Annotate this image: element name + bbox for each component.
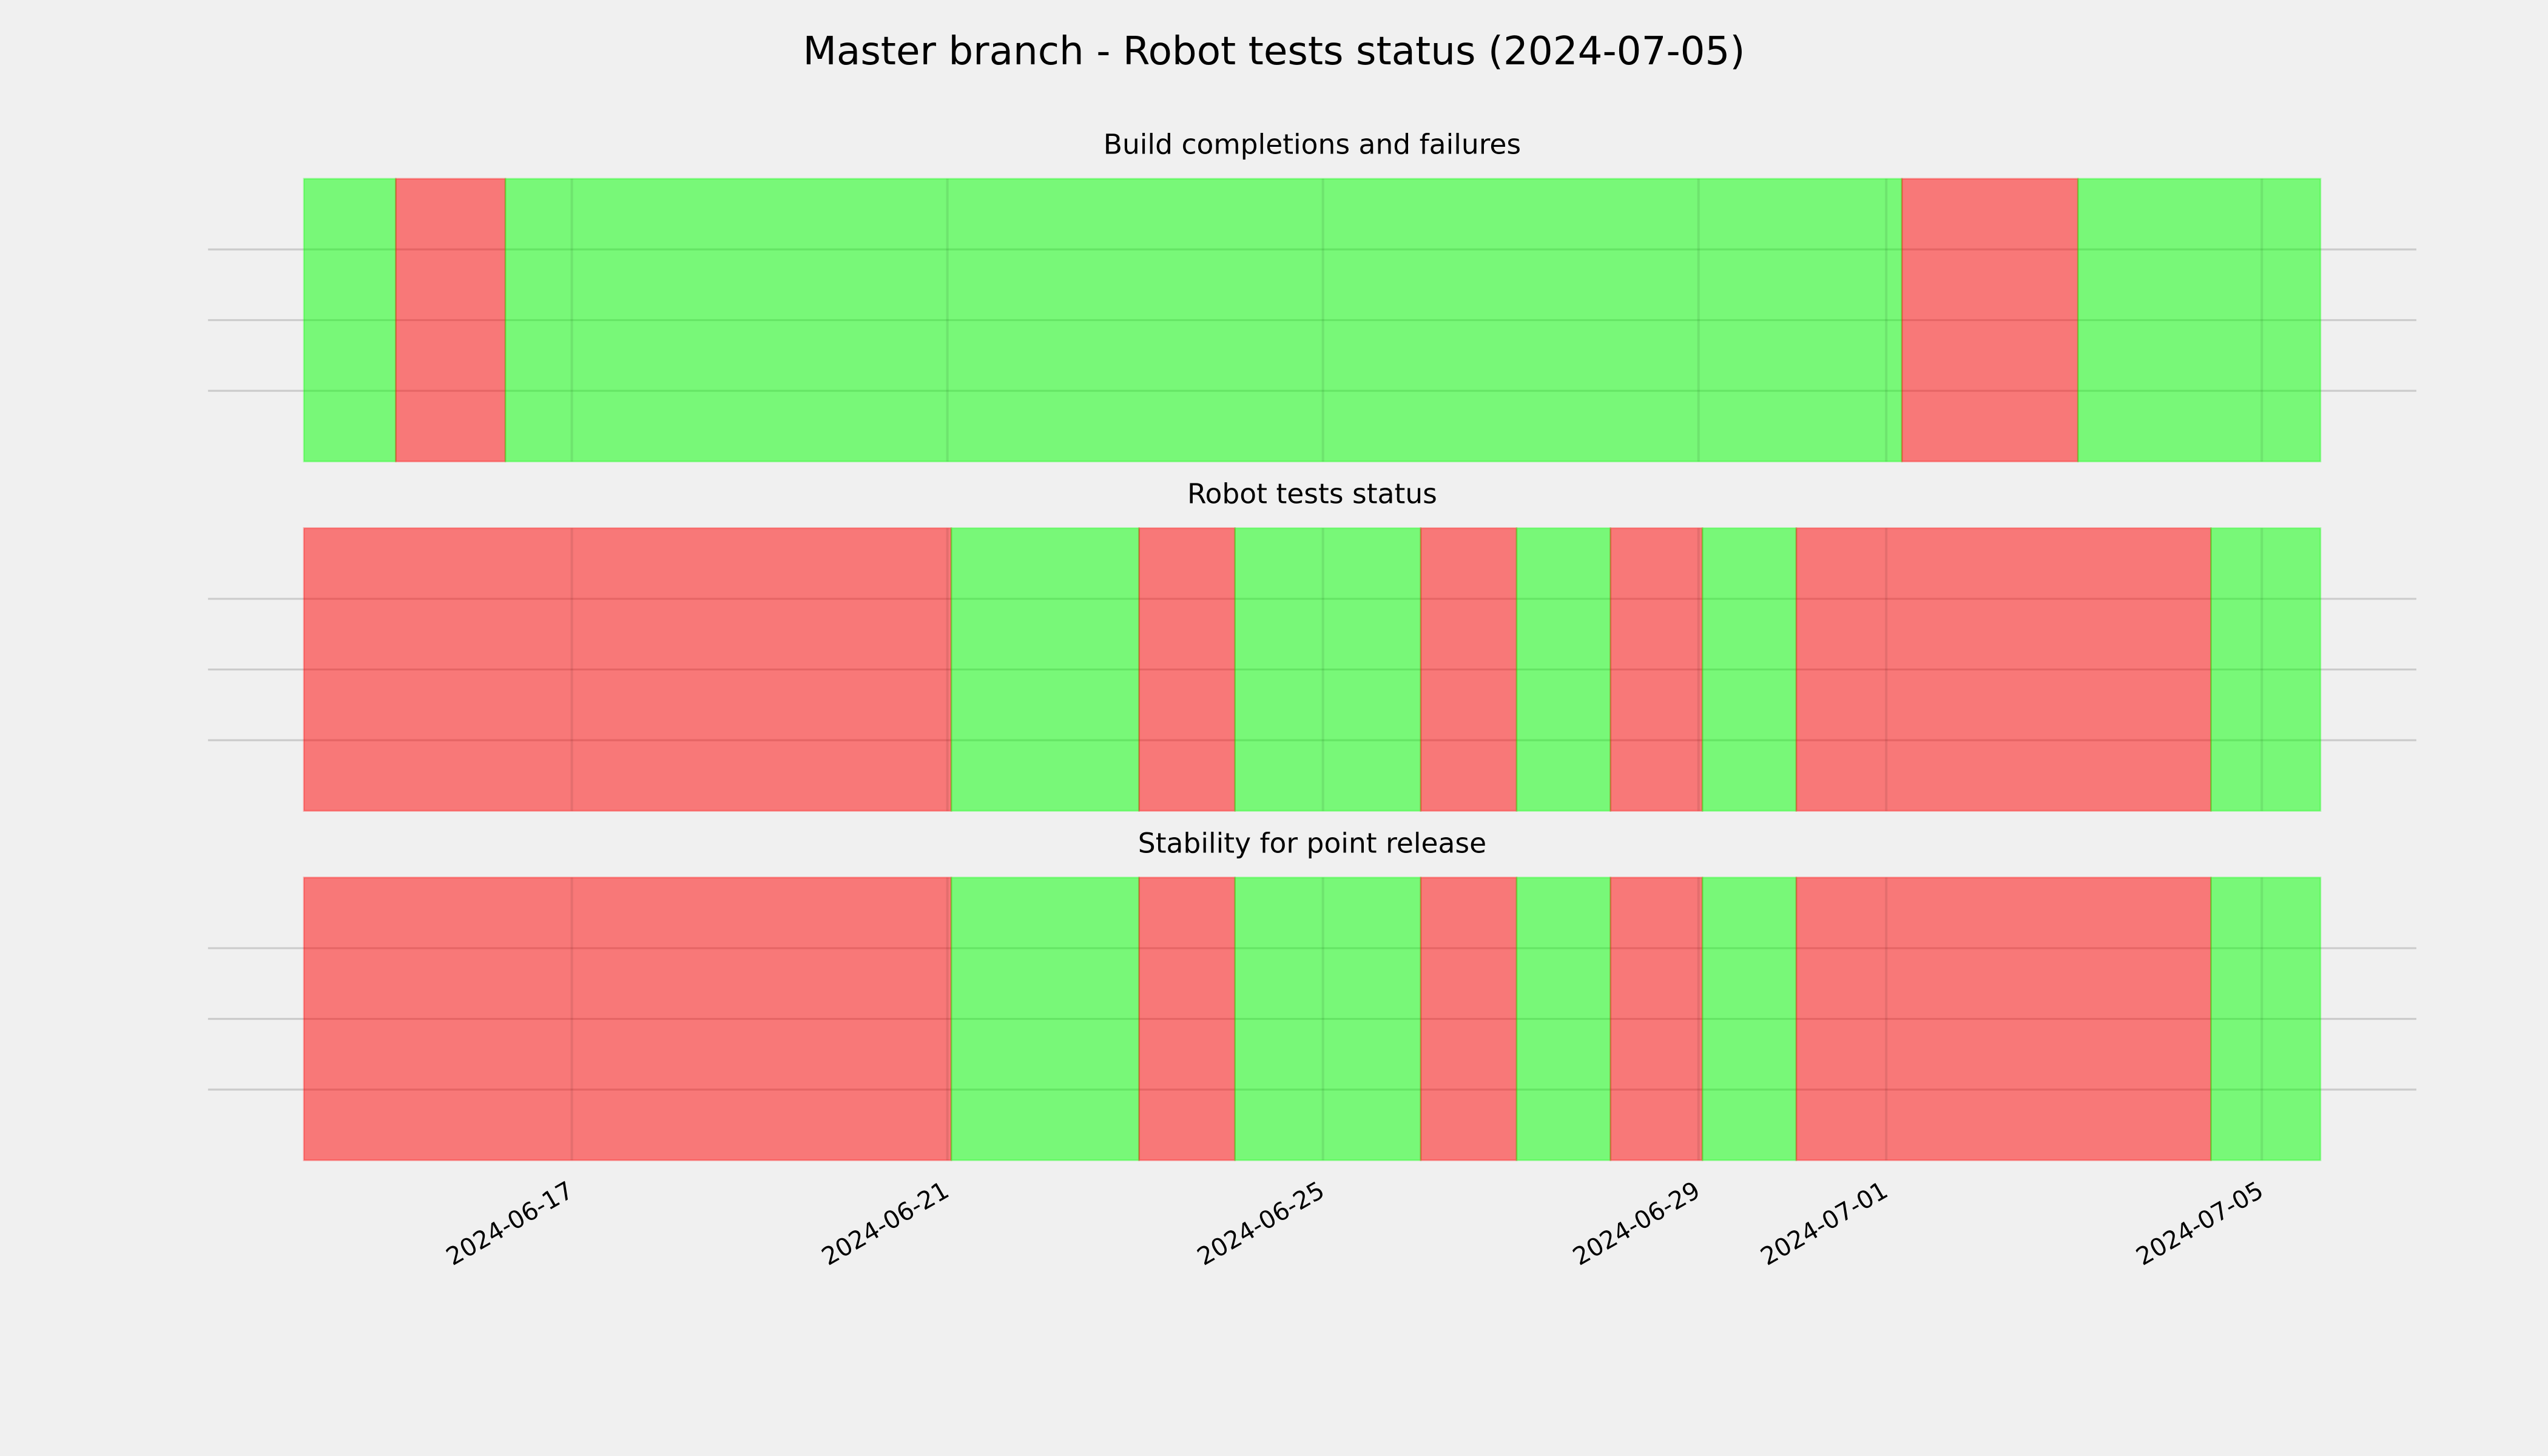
status-span xyxy=(395,178,507,463)
status-span xyxy=(2210,527,2322,812)
status-span xyxy=(1420,877,1518,1161)
status-span xyxy=(1795,877,2212,1161)
status-span xyxy=(1609,527,1704,812)
panel-title: Stability for point release xyxy=(1138,827,1486,859)
status-span xyxy=(2077,178,2322,463)
status-span xyxy=(1609,877,1704,1161)
status-span xyxy=(1138,527,1236,812)
panel-title: Robot tests status xyxy=(1187,477,1437,510)
status-span xyxy=(504,178,1903,463)
status-span xyxy=(1234,527,1422,812)
status-span xyxy=(1701,877,1798,1161)
panel-title: Build completions and failures xyxy=(1104,129,1521,161)
status-span xyxy=(950,877,1140,1161)
status-span xyxy=(303,527,952,812)
status-span xyxy=(1138,877,1236,1161)
status-span xyxy=(1234,877,1422,1161)
status-span xyxy=(303,178,397,463)
status-span xyxy=(1515,877,1611,1161)
status-span xyxy=(303,877,952,1161)
status-span xyxy=(2210,877,2322,1161)
status-span xyxy=(1901,178,2079,463)
status-span xyxy=(1420,527,1518,812)
status-span xyxy=(950,527,1140,812)
status-span xyxy=(1795,527,2212,812)
chart-title: Master branch - Robot tests status (2024… xyxy=(803,29,1745,74)
status-span xyxy=(1701,527,1798,812)
status-span xyxy=(1515,527,1611,812)
